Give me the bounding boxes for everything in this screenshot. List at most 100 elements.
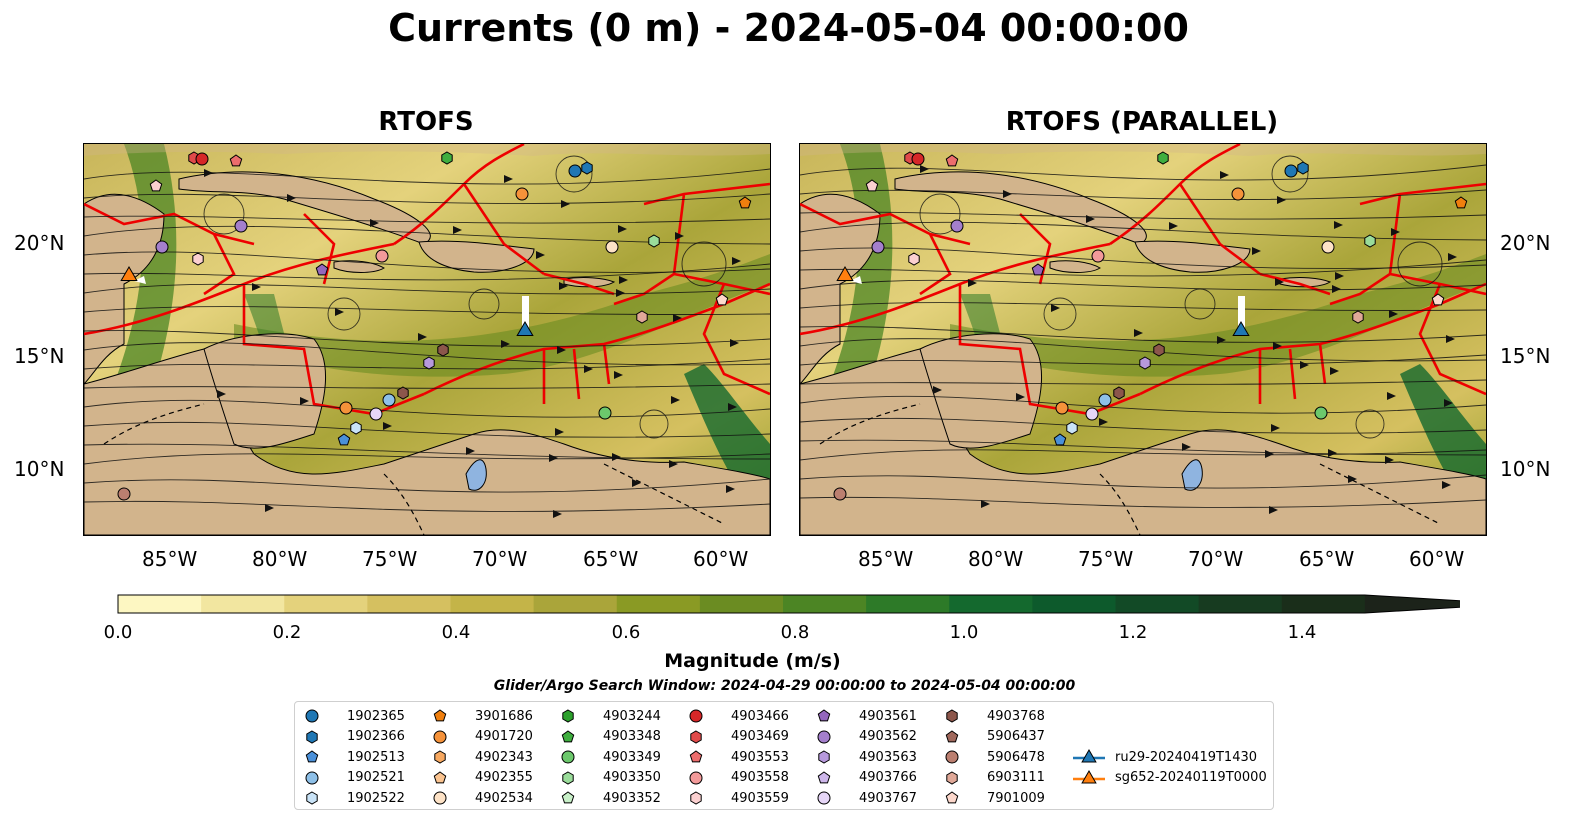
argo-float-marker xyxy=(117,487,131,501)
legend-circle-icon xyxy=(305,771,319,785)
legend-item: 1902521 xyxy=(303,768,405,788)
argo-float-marker xyxy=(1314,406,1328,420)
lat-tick-20n-left: 20°N xyxy=(14,231,65,255)
legend-item: 4903559 xyxy=(687,788,789,808)
glider-track-ru29 xyxy=(1238,296,1245,332)
legend-circle-icon xyxy=(433,791,447,805)
legend: 1902365 1902366 1902513 1902521 1902522 39016… xyxy=(294,701,1274,810)
argo-float-marker xyxy=(865,179,879,192)
legend-item: 4903766 xyxy=(815,768,917,788)
lon-tick-65w-right: 65°W xyxy=(1299,547,1355,571)
legend-marker-icon xyxy=(433,791,447,805)
legend-hexagon-icon xyxy=(690,730,702,744)
argo-float-marker xyxy=(636,310,648,324)
eddy xyxy=(1355,409,1385,439)
legend-label: 4903559 xyxy=(731,790,789,806)
cbar-tick-5: 1.0 xyxy=(949,622,979,643)
legend-marker-icon xyxy=(690,730,702,744)
cbar-tick-4: 0.8 xyxy=(780,622,810,643)
eddy xyxy=(1397,241,1443,287)
legend-item: 5906478 xyxy=(943,747,1045,767)
legend-label: 1902366 xyxy=(347,729,405,745)
legend-circle-icon xyxy=(817,791,831,805)
panel-title-rtofs-parallel: RTOFS (PARALLEL) xyxy=(1005,107,1279,137)
argo-float-marker xyxy=(1297,161,1309,175)
argo-float-marker xyxy=(1085,407,1099,421)
argo-float-marker xyxy=(911,152,925,166)
argo-float-marker xyxy=(369,407,383,421)
argo-float-marker xyxy=(515,187,529,201)
argo-float-marker xyxy=(605,240,619,254)
cbar-tick-6: 1.2 xyxy=(1118,622,1148,643)
legend-label: 4903348 xyxy=(603,729,661,745)
legend-item: 6903111 xyxy=(943,768,1045,788)
argo-float-marker xyxy=(871,240,885,254)
argo-float-marker xyxy=(339,401,353,415)
legend-label: 4903349 xyxy=(603,749,661,765)
argo-float-marker xyxy=(1091,249,1105,263)
argo-float-marker xyxy=(1157,151,1169,165)
colorbar-segment xyxy=(533,595,618,613)
argo-float-marker xyxy=(1431,293,1445,306)
puerto-rico-land xyxy=(563,277,616,288)
eddy xyxy=(1271,155,1309,193)
lat-tick-10n-right: 10°N xyxy=(1500,457,1551,481)
colorbar-segment xyxy=(201,595,285,613)
lon-tick-75w-right: 75°W xyxy=(1078,547,1134,571)
legend-marker-icon xyxy=(562,771,574,785)
legend-label: 4903469 xyxy=(731,729,789,745)
eddy xyxy=(327,297,361,331)
argo-float-marker xyxy=(350,421,362,435)
legend-label: 5906478 xyxy=(987,749,1045,765)
argo-float-marker xyxy=(437,343,449,357)
argo-float-marker xyxy=(1321,240,1335,254)
legend-pentagon-icon xyxy=(305,750,319,763)
legend-hexagon-icon xyxy=(306,730,318,744)
argo-float-marker xyxy=(375,249,389,263)
legend-glider-icon xyxy=(1081,769,1097,784)
map-panel-rtofs-parallel[interactable] xyxy=(799,143,1487,536)
country-borders xyxy=(103,403,725,535)
map-panel-rtofs[interactable] xyxy=(83,143,771,536)
legend-circle-icon xyxy=(689,709,703,723)
argo-float-marker xyxy=(738,196,752,209)
legend-hexagon-icon xyxy=(946,709,958,723)
legend-hexagon-icon xyxy=(306,791,318,805)
legend-item: 4903553 xyxy=(687,747,789,767)
argo-float-marker xyxy=(229,154,243,167)
legend-item: 4902355 xyxy=(431,768,533,788)
colorbar xyxy=(117,594,1460,614)
legend-marker-icon xyxy=(434,750,446,764)
lon-tick-80w-right: 80°W xyxy=(968,547,1024,571)
legend-marker-icon xyxy=(561,750,575,764)
argo-float-marker xyxy=(155,240,169,254)
legend-marker-icon xyxy=(817,709,831,722)
colorbar-segment xyxy=(1198,595,1283,613)
argo-float-marker xyxy=(1066,421,1078,435)
argo-float-marker xyxy=(1364,234,1376,248)
legend-label: 1902522 xyxy=(347,790,405,806)
argo-float-marker xyxy=(195,152,209,166)
streamlines xyxy=(800,155,1486,514)
north-edge-land xyxy=(800,144,1486,156)
colorbar-segment xyxy=(699,595,784,613)
legend-hexagon-icon xyxy=(562,709,574,723)
legend-item: 5906437 xyxy=(943,727,1045,747)
lat-tick-15n-left: 15°N xyxy=(14,344,65,368)
legend-label: 3901686 xyxy=(475,708,533,724)
argo-float-marker xyxy=(908,252,920,266)
legend-marker-icon xyxy=(433,730,447,744)
legend-marker-icon xyxy=(306,730,318,744)
legend-item: ru29-20240419T1430 xyxy=(1071,747,1257,767)
legend-item: 4903563 xyxy=(815,747,917,767)
legend-label: 4903352 xyxy=(603,790,661,806)
argo-float-marker xyxy=(1053,433,1067,446)
jamaica-land xyxy=(333,260,385,273)
legend-marker-icon xyxy=(946,709,958,723)
legend-circle-icon xyxy=(561,750,575,764)
legend-circle-icon xyxy=(433,730,447,744)
legend-marker-icon xyxy=(1073,749,1105,763)
legend-label: 4903562 xyxy=(859,729,917,745)
argo-float-marker xyxy=(441,151,453,165)
legend-label: 4903350 xyxy=(603,770,661,786)
